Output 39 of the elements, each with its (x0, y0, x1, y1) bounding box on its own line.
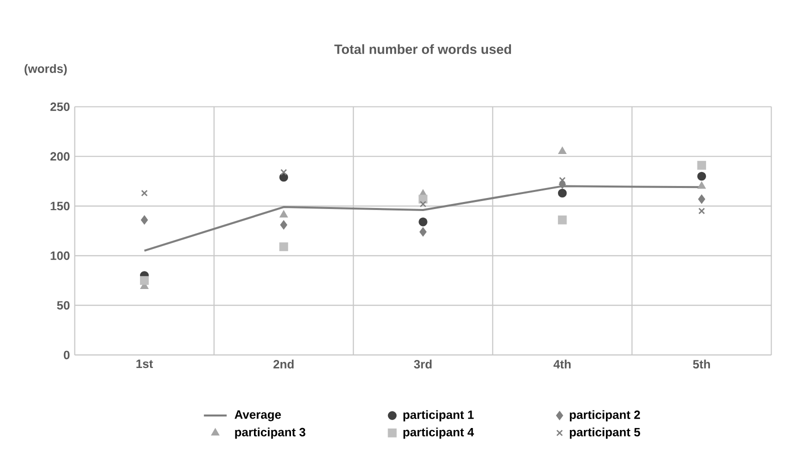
point (558, 216, 567, 224)
y-tick-label: 50 (57, 301, 70, 310)
point (558, 147, 566, 154)
point (698, 208, 705, 214)
x-tick-label: 4th (554, 360, 571, 368)
point (698, 182, 706, 189)
legend-label: participant 1 (403, 410, 474, 422)
y-tick-label: 200 (50, 152, 70, 161)
chart-title: Total number of words used (334, 44, 512, 54)
point (140, 276, 149, 285)
legend-label: Average (234, 410, 281, 422)
point (280, 168, 288, 176)
x-tick-label: 1st (136, 360, 153, 368)
point (420, 227, 426, 236)
x-tick-label: 5th (693, 360, 710, 368)
legend-label: participant 5 (570, 428, 640, 439)
point (418, 217, 428, 226)
point (280, 220, 288, 230)
y-tick-label: 0 (64, 350, 70, 360)
x-tick-label: 3rd (414, 360, 432, 368)
point (558, 188, 567, 198)
legend-label: participant 2 (570, 410, 640, 422)
legend-label: participant 3 (235, 428, 306, 439)
y-tick-label: 150 (50, 202, 70, 210)
y-axis-title: (words) (24, 64, 67, 76)
point (418, 194, 428, 204)
y-tick-label: 250 (50, 102, 70, 111)
x-tick-label: 2nd (273, 360, 294, 368)
point (141, 190, 148, 196)
point (697, 160, 706, 170)
point (280, 210, 288, 218)
point (559, 176, 566, 184)
legend-label: participant 4 (403, 428, 474, 439)
point (698, 194, 706, 204)
y-tick-label: 100 (50, 251, 70, 260)
point (697, 172, 706, 181)
point (420, 200, 426, 208)
point (279, 242, 288, 252)
point (140, 216, 148, 224)
